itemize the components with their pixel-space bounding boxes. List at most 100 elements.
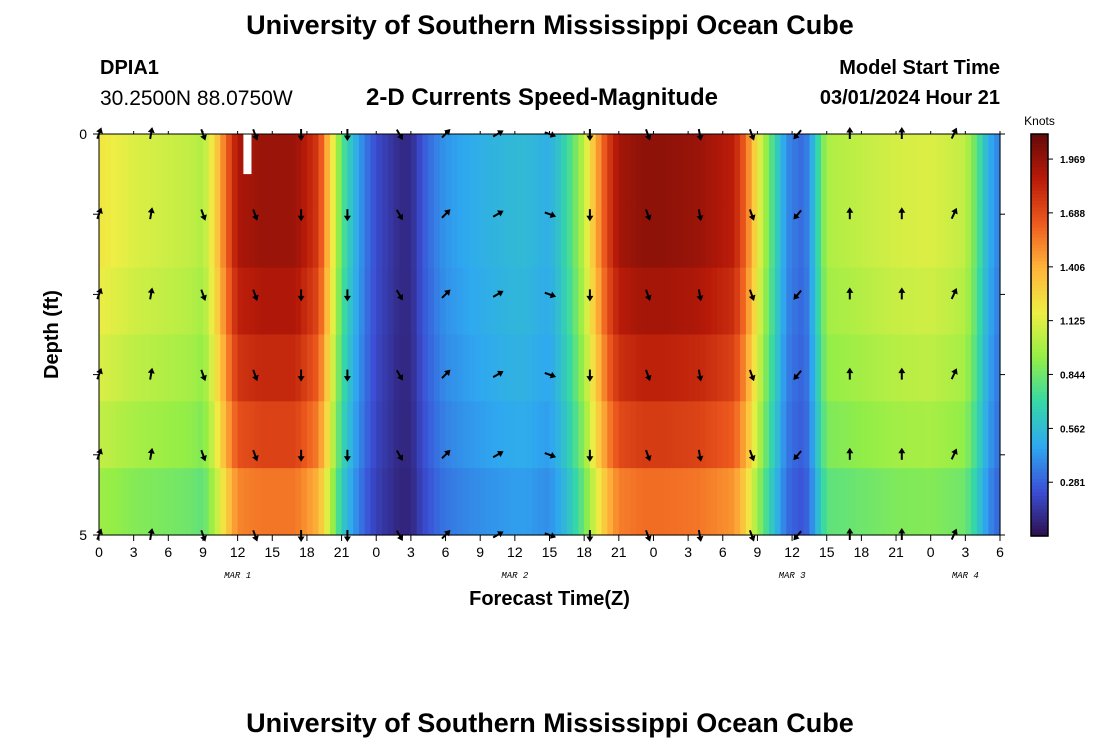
heatmap-cell [249, 401, 256, 469]
heatmap-cell [803, 134, 811, 202]
heatmap-cell [457, 334, 464, 402]
heatmap-cell [930, 468, 938, 536]
heatmap-cell [168, 134, 175, 202]
heatmap-cell [289, 334, 296, 402]
heatmap-cell [740, 267, 747, 336]
heatmap-cell [948, 200, 955, 269]
heatmap-cell [844, 401, 851, 469]
heatmap-cell [272, 134, 279, 202]
heatmap-cell [214, 334, 221, 402]
heatmap-cell [826, 334, 834, 402]
heatmap-cell [976, 334, 984, 402]
current-arrow [846, 447, 854, 460]
heatmap-cell [514, 468, 522, 536]
heatmap-cell [122, 200, 129, 269]
heatmap-cell [249, 334, 256, 402]
x-tick-label: 15 [542, 544, 558, 560]
heatmap-cell [318, 401, 325, 469]
heatmap-cell [751, 401, 759, 469]
heatmap-cell [237, 334, 244, 402]
heatmap-cell [936, 200, 943, 269]
heatmap-cell [122, 134, 129, 202]
colorbar-segment [1031, 134, 1048, 138]
heatmap-cell [745, 401, 753, 469]
heatmap-cell [878, 334, 886, 402]
heatmap-cell [399, 334, 406, 402]
colorbar-segment [1031, 311, 1048, 316]
current-arrow [395, 530, 404, 542]
heatmap-cell [878, 267, 886, 336]
current-arrow [252, 128, 259, 141]
current-arrow [395, 449, 404, 461]
heatmap-cell [428, 468, 435, 536]
heatmap-cell [618, 334, 626, 402]
heatmap-cell [930, 401, 938, 469]
heatmap-cell [982, 200, 990, 269]
heatmap-cell [156, 468, 164, 536]
heatmap-cell [555, 334, 562, 402]
heatmap-cell [768, 200, 776, 269]
heatmap-cell [555, 267, 562, 336]
colorbar-segment [1031, 144, 1048, 148]
heatmap-cell [872, 468, 880, 536]
heatmap-cell [468, 200, 476, 269]
heatmap-cell [942, 468, 949, 536]
heatmap-cell [197, 401, 204, 469]
heatmap-cell [965, 401, 972, 469]
heatmap-cell [676, 134, 683, 202]
heatmap-cell [965, 468, 972, 536]
heatmap-cell [399, 468, 406, 536]
heatmap-cell [532, 200, 539, 269]
heatmap-cell [474, 334, 481, 402]
current-arrow [696, 128, 704, 141]
heatmap-cell [578, 468, 585, 536]
current-arrow [898, 287, 906, 300]
current-arrow [644, 209, 652, 221]
heatmap-cell [624, 267, 631, 336]
heatmap-cell [786, 468, 793, 536]
colorbar-segment [1031, 368, 1048, 373]
heatmap-cell [439, 468, 447, 536]
heatmap-cell [202, 334, 210, 402]
heatmap-cell [150, 401, 158, 469]
colorbar-segment [1031, 381, 1048, 386]
heatmap-cell [763, 200, 770, 269]
heatmap-cell [896, 267, 903, 336]
colorbar-segment [1031, 160, 1048, 165]
heatmap-cell [110, 468, 117, 536]
colorbar-segment [1031, 452, 1048, 457]
heatmap-cell [249, 468, 256, 536]
colorbar-segment [1031, 281, 1048, 286]
x-tick-label: 0 [650, 544, 658, 560]
heatmap-cell [971, 267, 978, 336]
x-tick-label: 9 [754, 544, 762, 560]
x-tick-label: 15 [264, 544, 280, 560]
heatmap-cell [613, 267, 620, 336]
heatmap-cell [306, 468, 314, 536]
heatmap-cell [971, 334, 978, 402]
heatmap-cell [872, 267, 880, 336]
heatmap-cell [468, 134, 476, 202]
date-label: MAR 1 [224, 571, 251, 581]
heatmap-cell [231, 134, 239, 202]
heatmap-cell [757, 267, 764, 336]
colorbar-segment [1031, 469, 1048, 473]
heatmap-cell [601, 200, 608, 269]
heatmap-cell [370, 200, 377, 269]
heatmap-cell [168, 200, 175, 269]
heatmap-cell [561, 468, 568, 536]
heatmap-cell [797, 200, 805, 269]
heatmap-cell [693, 334, 701, 402]
heatmap-cell [191, 334, 198, 402]
heatmap-cell [636, 468, 643, 536]
heatmap-cell [757, 334, 764, 402]
heatmap-cell [162, 200, 169, 269]
heatmap-cell [416, 468, 424, 536]
heatmap-cell [665, 200, 672, 269]
colorbar-segment [1031, 221, 1048, 226]
current-arrow [696, 369, 704, 382]
heatmap-cell [231, 267, 239, 336]
heatmap-cell [260, 401, 268, 469]
heatmap-cell [537, 468, 545, 536]
colorbar-segment [1031, 150, 1048, 155]
